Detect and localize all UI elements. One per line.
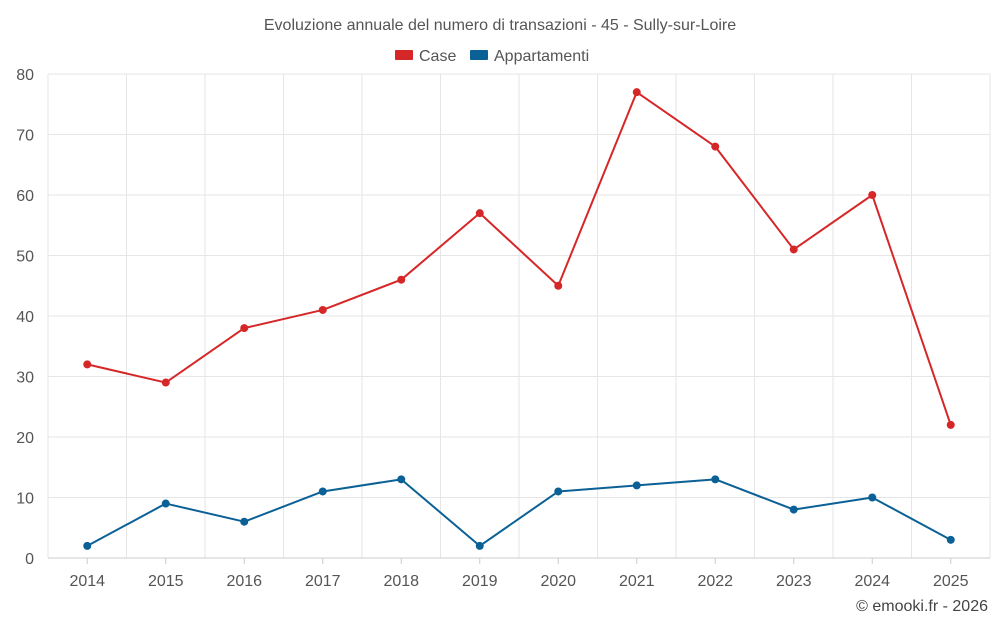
x-tick-label: 2019 <box>462 573 498 590</box>
data-point-case[interactable] <box>83 360 92 369</box>
y-tick-label: 40 <box>16 309 34 326</box>
y-tick-label: 70 <box>16 128 34 145</box>
credit-text: © emooki.fr - 2026 <box>856 598 988 615</box>
legend-item-case[interactable]: Case <box>395 48 456 65</box>
data-point-appartamenti[interactable] <box>161 499 170 508</box>
x-tick-label: 2023 <box>776 573 812 590</box>
data-point-case[interactable] <box>789 245 798 254</box>
x-tick-label: 2021 <box>619 573 655 590</box>
x-tick-label: 2018 <box>383 573 419 590</box>
data-point-case[interactable] <box>711 142 720 151</box>
legend-label-appartamenti: Appartamenti <box>494 48 589 65</box>
data-point-case[interactable] <box>946 420 955 429</box>
data-point-case[interactable] <box>632 88 641 97</box>
series-line-appartamenti <box>86 478 952 547</box>
data-point-appartamenti[interactable] <box>240 517 249 526</box>
legend-swatch-case <box>395 50 413 60</box>
y-tick-label: 60 <box>16 188 34 205</box>
x-tick-label: 2024 <box>854 573 890 590</box>
series <box>83 88 955 550</box>
y-tick-label: 20 <box>16 430 34 447</box>
x-tick-label: 2025 <box>933 573 969 590</box>
x-tick-label: 2022 <box>697 573 733 590</box>
legend-label-case: Case <box>419 48 456 65</box>
data-point-appartamenti[interactable] <box>397 475 406 484</box>
legend-item-appartamenti[interactable]: Appartamenti <box>470 48 589 65</box>
x-tick-label: 2015 <box>148 573 184 590</box>
legend: Case Appartamenti <box>395 48 589 65</box>
x-tick-label: 2017 <box>305 573 341 590</box>
data-point-case[interactable] <box>475 209 484 218</box>
data-point-appartamenti[interactable] <box>632 481 641 490</box>
chart-title: Evoluzione annuale del numero di transaz… <box>264 17 736 34</box>
data-point-appartamenti[interactable] <box>554 487 563 496</box>
grid <box>47 73 991 559</box>
data-point-case[interactable] <box>868 191 877 199</box>
y-tick-label: 0 <box>25 551 34 568</box>
data-point-appartamenti[interactable] <box>868 493 877 502</box>
series-case <box>83 88 955 429</box>
x-tick-label: 2016 <box>226 573 262 590</box>
data-point-appartamenti[interactable] <box>475 541 484 550</box>
y-tick-label: 10 <box>16 491 34 508</box>
x-tick-label: 2014 <box>69 573 105 590</box>
data-point-case[interactable] <box>161 378 170 387</box>
data-point-appartamenti[interactable] <box>711 475 720 484</box>
legend-swatch-appartamenti <box>470 50 488 60</box>
data-point-appartamenti[interactable] <box>318 487 327 496</box>
data-point-case[interactable] <box>554 281 563 290</box>
series-line-case <box>87 91 952 426</box>
x-tick-label: 2020 <box>540 573 576 590</box>
y-tick-label: 30 <box>16 370 34 387</box>
data-point-appartamenti[interactable] <box>83 541 92 550</box>
data-point-case[interactable] <box>318 305 327 314</box>
axes: 0 10 20 30 40 50 60 70 80 2014 2015 2016 2017 2018 201… <box>16 67 990 590</box>
y-tick-label: 50 <box>16 249 34 266</box>
series-appartamenti <box>83 475 955 550</box>
data-point-appartamenti[interactable] <box>946 535 955 544</box>
y-tick-label: 80 <box>16 67 34 84</box>
data-point-appartamenti[interactable] <box>789 505 798 514</box>
data-point-case[interactable] <box>397 275 406 284</box>
data-point-case[interactable] <box>240 324 249 333</box>
